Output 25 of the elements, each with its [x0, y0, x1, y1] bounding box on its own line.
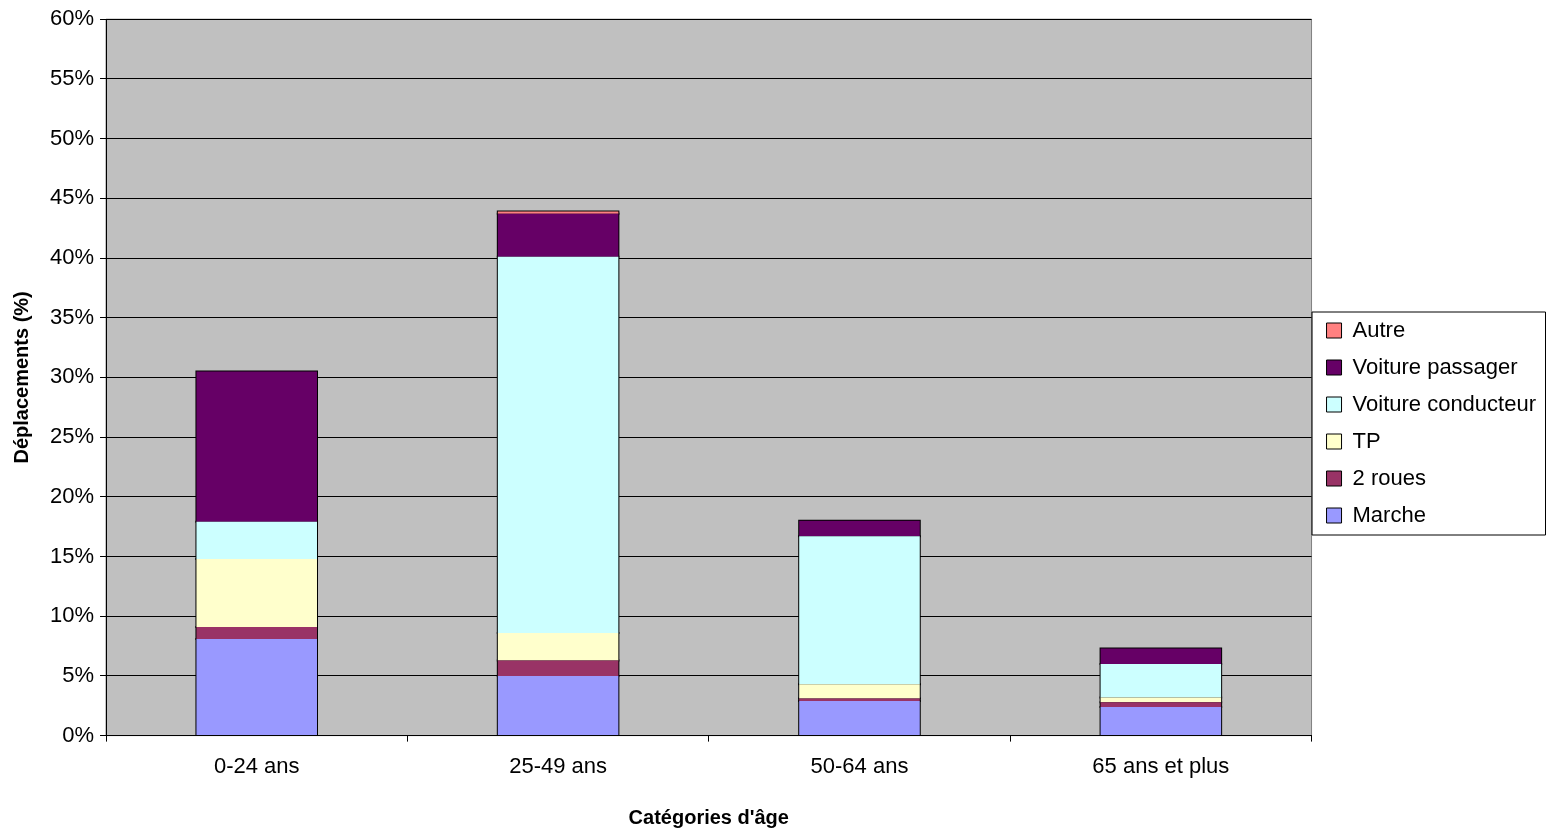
legend-label: Marche — [1352, 501, 1426, 527]
y-axis-title: Déplacements (%) — [9, 291, 32, 464]
y-tick-label: 50% — [49, 124, 95, 150]
y-tick-label: 0% — [62, 721, 95, 747]
y-tick-label: 5% — [62, 661, 95, 687]
y-tick-label: 25% — [49, 423, 95, 449]
y-tick-label: 35% — [49, 303, 95, 329]
y-tick-label: 10% — [49, 602, 95, 628]
y-tick-label: 20% — [49, 482, 95, 508]
y-tick-label: 55% — [49, 64, 95, 90]
y-tick-label: 30% — [49, 363, 95, 389]
legend-label: Voiture conducteur — [1352, 390, 1537, 416]
legend-label: TP — [1352, 427, 1381, 453]
y-tick-label: 60% — [49, 5, 95, 31]
x-tick-label: 65 ans et plus — [1092, 752, 1230, 778]
legend-label: 2 roues — [1352, 464, 1426, 490]
legend-label: Voiture passager — [1352, 353, 1518, 379]
y-tick-label: 45% — [49, 184, 95, 210]
x-axis-title: Catégories d'âge — [628, 805, 789, 828]
x-tick-label: 25-49 ans — [509, 752, 608, 778]
x-tick-label: 0-24 ans — [213, 752, 300, 778]
legend-label: Autre — [1352, 316, 1406, 342]
y-tick-label: 40% — [49, 244, 95, 270]
x-tick-label: 50-64 ans — [810, 752, 909, 778]
y-tick-label: 15% — [49, 542, 95, 568]
